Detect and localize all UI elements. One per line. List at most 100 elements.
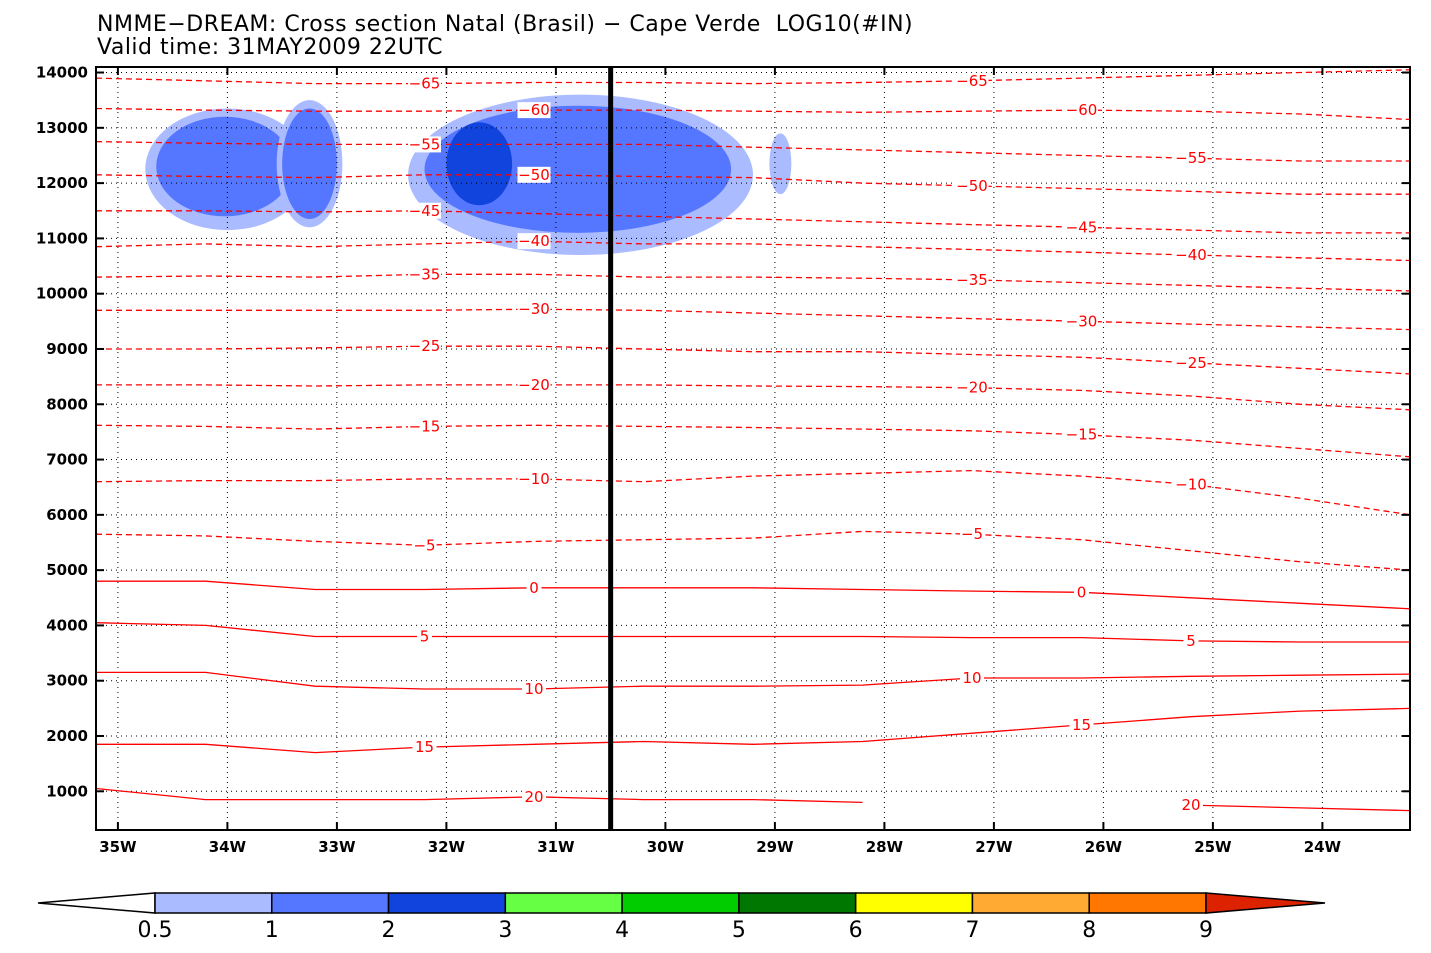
contour-label: −15 <box>409 417 441 435</box>
contour-label: −60 <box>518 101 550 119</box>
colorbar-box <box>154 892 273 914</box>
y-tick-label: 7000 <box>46 451 88 469</box>
x-tick-label: 35W <box>99 838 137 856</box>
contour-label: −45 <box>1066 218 1098 236</box>
contour-label-bg <box>522 681 546 698</box>
y-tick-label: 8000 <box>46 395 88 413</box>
colorbar-label: 2 <box>382 918 396 943</box>
contour-label: −5 <box>413 536 435 554</box>
x-tick-label: 24W <box>1304 838 1342 856</box>
contour-line <box>96 174 1410 195</box>
contour-label-bg <box>955 72 989 89</box>
colorbar-label: 7 <box>965 918 979 943</box>
colorbar-label: 8 <box>1082 918 1096 943</box>
contour-label-bg <box>408 338 441 355</box>
contour-label: 15 <box>415 738 434 756</box>
contour-label-bg <box>408 75 441 92</box>
contour-line <box>96 580 1410 610</box>
contour-label: −45 <box>409 202 441 220</box>
x-tick-label: 27W <box>975 838 1013 856</box>
plot-frame <box>95 66 1411 831</box>
contour-label: −10 <box>518 470 550 488</box>
shaded-region <box>156 116 294 217</box>
contour-label: −5 <box>961 525 983 543</box>
contour-line <box>96 424 1410 458</box>
x-tick-label: 34W <box>209 838 247 856</box>
contour-label: 0 <box>1077 583 1087 601</box>
contour-label: 10 <box>524 680 543 698</box>
contour-label-bg <box>955 271 989 288</box>
colorbar-label: 4 <box>615 918 629 943</box>
colorbar-label: 9 <box>1199 918 1213 943</box>
x-tick-label: 26W <box>1085 838 1123 856</box>
chart-title: NMME−DREAM: Cross section Natal (Brasil)… <box>97 12 914 37</box>
contour-label-bg <box>408 136 441 153</box>
y-tick-label: 6000 <box>46 506 88 524</box>
contour-label: −25 <box>1175 354 1207 372</box>
contour-line <box>96 384 1410 411</box>
contour-label: −30 <box>518 300 550 318</box>
contour-line <box>96 345 1410 375</box>
colorbar-box <box>1088 892 1207 914</box>
contour-label-bg <box>517 301 551 318</box>
x-tick-label: 31W <box>537 838 575 856</box>
contour-label: 5 <box>1186 632 1196 650</box>
contour-label-bg <box>1065 426 1098 443</box>
contour-label-bg <box>955 379 989 396</box>
temperature-contours: −65 −65−60 −60−55−55−50−50−45−45−40−40−35−… <box>96 69 1410 814</box>
contour-line <box>96 308 1410 331</box>
x-tick-label: 29W <box>756 838 794 856</box>
contour-label-bg <box>960 526 984 543</box>
contour-label-bg <box>1174 354 1208 371</box>
contour-label: 10 <box>962 669 981 687</box>
colorbar-right-arrow <box>1205 892 1326 914</box>
contour-label: −60 <box>1066 101 1098 119</box>
contour-label: −10 <box>1175 475 1207 493</box>
y-tick-label: 14000 <box>36 64 88 82</box>
contour-label-bg <box>960 669 984 686</box>
contour-label-bg <box>517 233 551 250</box>
contour-label-bg <box>1065 102 1098 119</box>
colorbar-box <box>738 892 857 914</box>
contour-label: −20 <box>518 376 550 394</box>
contour-label-bg <box>526 579 542 596</box>
y-tick-label: 3000 <box>46 672 88 690</box>
contour-label-bg <box>412 739 437 756</box>
y-tick-label: 4000 <box>46 616 88 634</box>
contour-label-bg <box>1074 584 1089 601</box>
contour-label-bg <box>408 202 441 219</box>
contour-label-bg <box>412 537 437 554</box>
contour-label: −50 <box>518 166 550 184</box>
contour-line <box>96 671 1410 690</box>
shaded-region <box>769 133 792 195</box>
contour-label: −15 <box>1066 426 1098 444</box>
contour-label-bg <box>1174 150 1208 167</box>
contour-label: 20 <box>1181 796 1200 814</box>
contour-label-bg <box>408 266 441 283</box>
colorbar-label: 6 <box>849 918 863 943</box>
contour-label: −35 <box>956 271 988 289</box>
shaded-region <box>282 108 337 220</box>
colorbar-box <box>621 892 740 914</box>
contour-label: −25 <box>409 337 441 355</box>
axes: 35W 34W 33W 32W 31W 30W 29W 28W 27W 26W 25W 24W1000… <box>36 64 1410 856</box>
colorbar-label: 3 <box>498 918 512 943</box>
y-tick-label: 1000 <box>46 782 88 800</box>
contour-label: −50 <box>956 177 988 195</box>
contour-line <box>96 107 1410 121</box>
contour-line <box>96 69 1410 85</box>
contour-line <box>96 210 1410 234</box>
contour-label-bg <box>517 470 551 487</box>
x-tick-label: 30W <box>647 838 685 856</box>
x-tick-label: 28W <box>866 838 904 856</box>
contour-line <box>96 273 1410 292</box>
grid-lines <box>96 67 1410 830</box>
contour-label-bg <box>1183 632 1199 649</box>
contour-label-bg <box>417 628 432 645</box>
contour-label-bg <box>517 102 551 119</box>
contour-label-bg <box>517 376 551 393</box>
x-tick-label: 32W <box>428 838 466 856</box>
contour-label: 15 <box>1072 716 1091 734</box>
colorbar-label: 5 <box>732 918 746 943</box>
